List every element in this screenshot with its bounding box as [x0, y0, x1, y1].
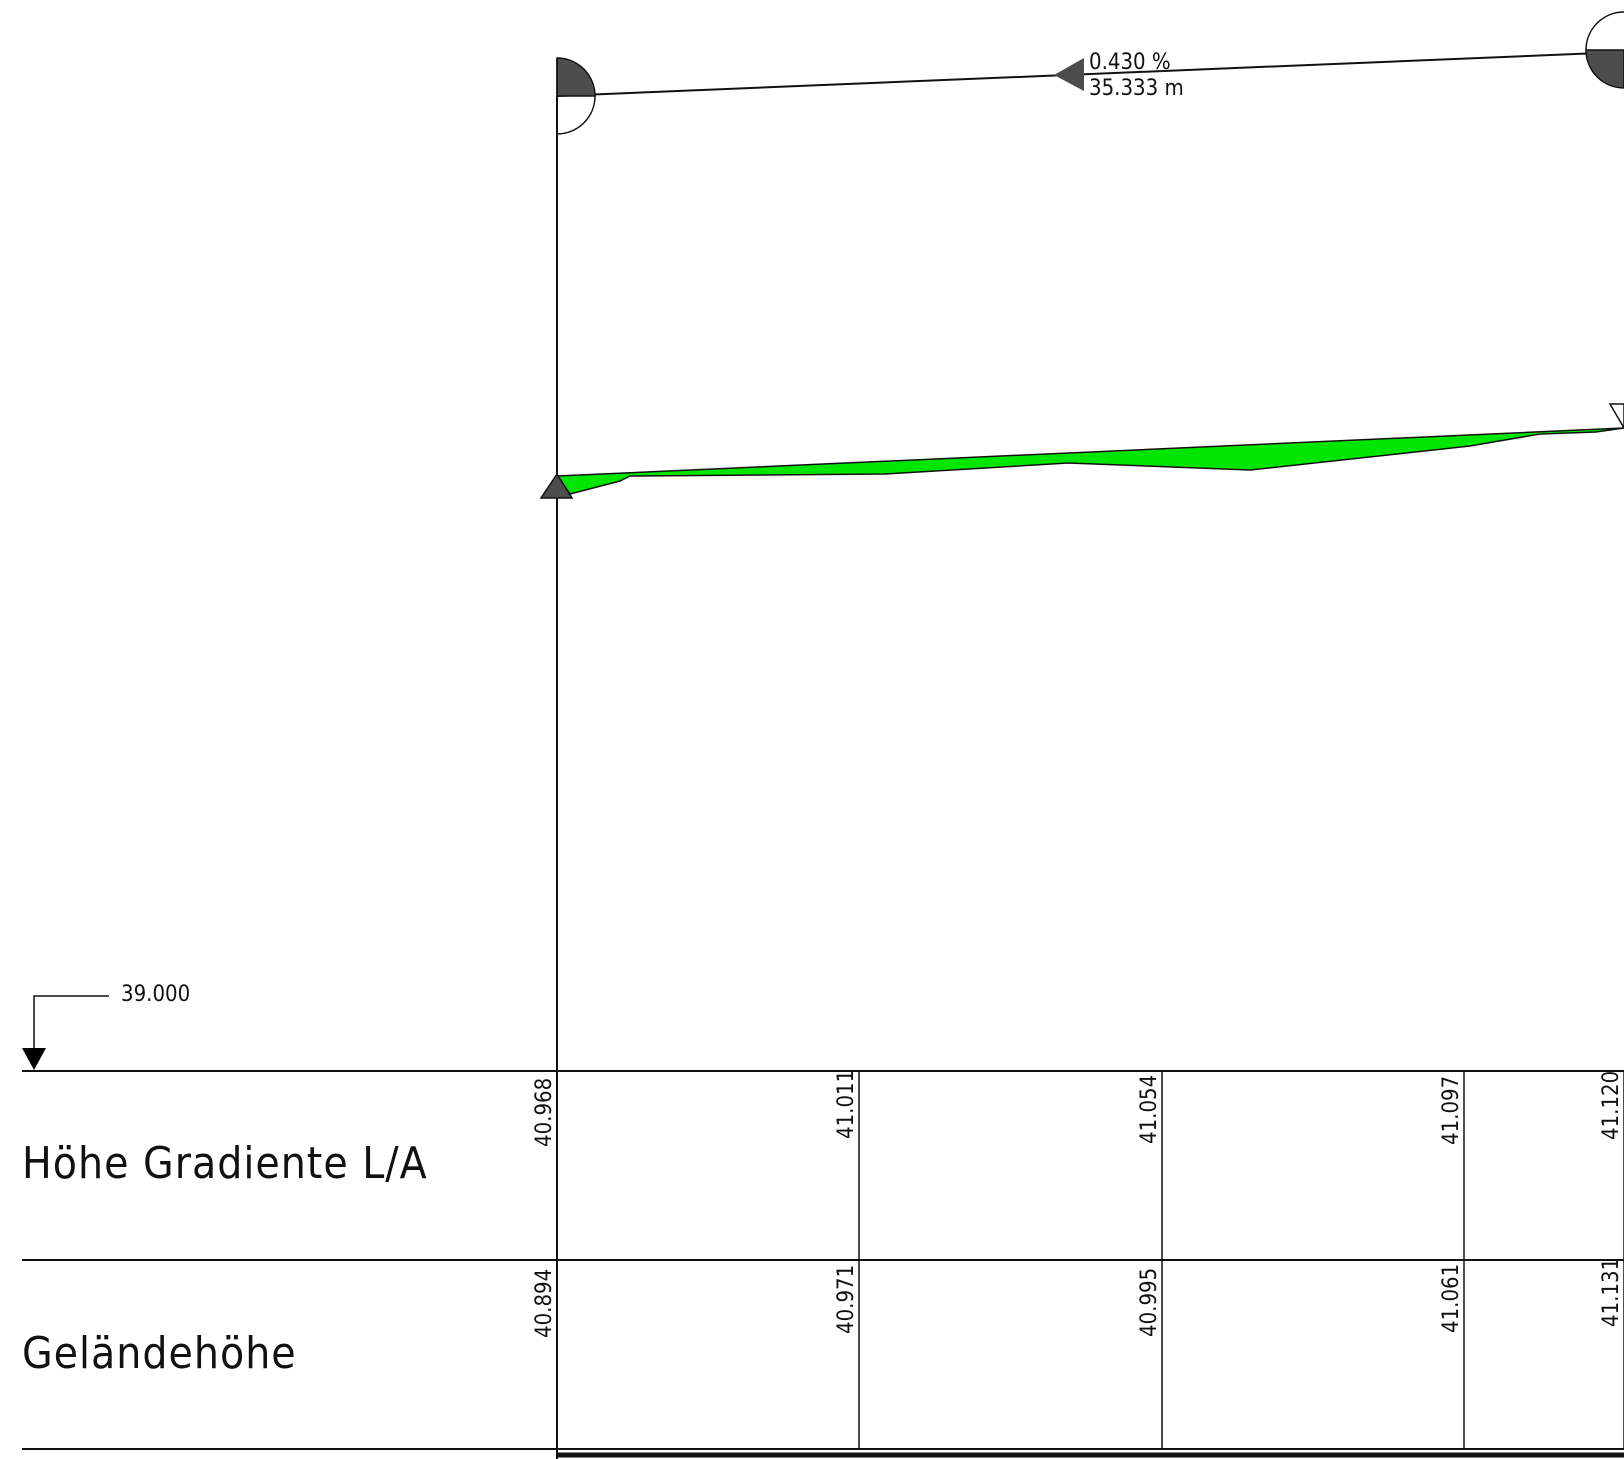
- hoehe-gradiente-value: 41.011: [834, 1070, 859, 1139]
- flow-direction-arrow-icon: [1054, 58, 1084, 91]
- datum-elevation-label: 39.000: [121, 982, 190, 1007]
- terrain-band: [555, 427, 1624, 495]
- invert-marker-left-icon: [539, 472, 574, 499]
- gelaendehoehe-value: 40.995: [1137, 1268, 1162, 1337]
- datum-marker-icon: [22, 995, 109, 1070]
- hoehe-gradiente-value: 40.968: [532, 1078, 557, 1147]
- row-label-hoehe-gradiente: Höhe Gradiente L/A: [22, 1138, 428, 1189]
- manhole-right-icon: [1585, 11, 1624, 89]
- gelaendehoehe-value: 41.061: [1439, 1264, 1464, 1333]
- manhole-left-icon: [556, 57, 596, 135]
- pipe-line: [556, 51, 1624, 97]
- hoehe-gradiente-value: 41.097: [1439, 1076, 1464, 1145]
- row-label-gelaendehoehe: Geländehöhe: [22, 1328, 297, 1379]
- hoehe-gradiente-value: 41.120: [1599, 1071, 1624, 1140]
- pipe-length-label: 35.333 m: [1089, 76, 1184, 101]
- invert-marker-right-icon: [1608, 403, 1624, 430]
- hoehe-gradiente-value: 41.054: [1137, 1075, 1162, 1144]
- gelaendehoehe-value: 40.971: [834, 1265, 859, 1334]
- pipe-slope-label: 0.430 %: [1089, 50, 1171, 75]
- gelaendehoehe-value: 41.131: [1599, 1258, 1624, 1327]
- gelaendehoehe-value: 40.894: [532, 1269, 557, 1338]
